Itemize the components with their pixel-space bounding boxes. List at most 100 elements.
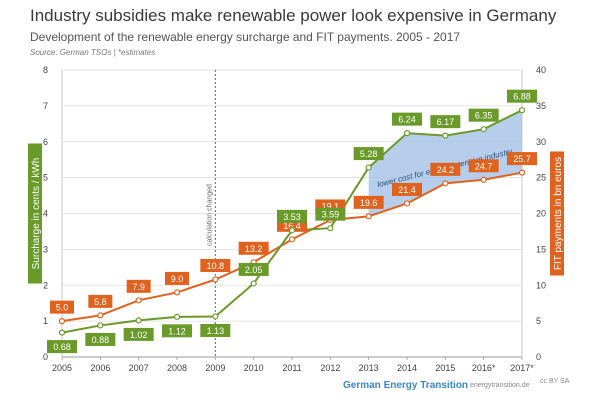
- surcharge-data-label: 6.35: [475, 111, 493, 121]
- surcharge-point: [173, 313, 181, 320]
- x-tick-label: 2016*: [472, 363, 496, 373]
- surcharge-data-label: 1.12: [168, 326, 186, 336]
- fit-point: [403, 200, 411, 207]
- surcharge-point: [403, 130, 411, 137]
- x-tick-label: 2011: [282, 363, 301, 373]
- fit-point: [173, 289, 181, 296]
- y-left-tick-label: 3: [43, 244, 48, 254]
- fit-data-label: 5.0: [56, 303, 69, 313]
- brand-label: German Energy Transition: [343, 380, 469, 391]
- x-tick-label: 2015: [435, 363, 455, 373]
- fit-data-label: 24.7: [475, 161, 493, 171]
- surcharge-data-label-box: [430, 115, 461, 129]
- fit-data-label-box: [200, 259, 231, 273]
- fit-data-label-box: [165, 271, 189, 285]
- x-tick-label: 2007: [129, 363, 149, 373]
- y-left-title-text: Surcharge in cents / kWh: [31, 158, 42, 270]
- license-badge: cc BY SA: [540, 378, 570, 385]
- fit-data-label: 7.9: [132, 282, 145, 292]
- surcharge-data-label: 3.53: [283, 212, 301, 222]
- surcharge-data-label: 3.59: [322, 210, 340, 220]
- y-left-axis-title: Surcharge in cents / kWh: [28, 143, 42, 284]
- fit-data-label: 19.6: [360, 198, 378, 208]
- fit-data-label-box: [50, 300, 74, 314]
- y-left-tick-label: 7: [43, 101, 48, 111]
- fit-point: [480, 176, 487, 183]
- y-right-tick-label: 40: [536, 65, 546, 75]
- fit-data-label-box: [507, 152, 537, 166]
- fit-payments-line: [61, 171, 523, 323]
- fit-point: [288, 236, 296, 243]
- surcharge-data-label-box: [353, 147, 384, 161]
- surcharge-data-label: 0.68: [53, 342, 71, 352]
- surcharge-point: [288, 227, 296, 234]
- surcharge-data-label-box: [315, 207, 346, 221]
- x-tick-label: 2013: [359, 363, 379, 373]
- surcharge-data-label: 1.02: [130, 330, 148, 340]
- surcharge-data-label-box: [468, 108, 499, 122]
- x-tick-label: 2014: [397, 363, 417, 373]
- y-right-tick-label: 5: [536, 316, 541, 326]
- y-right-tick-label: 10: [536, 280, 546, 290]
- x-tick-label: 2009: [205, 363, 225, 373]
- y-left-tick-label: 4: [43, 209, 48, 219]
- surcharge-data-label-box: [200, 323, 231, 337]
- chart-title: Industry subsidies make renewable power …: [30, 6, 557, 25]
- surcharge-point: [442, 132, 449, 139]
- y-right-title-text: FIT payments in bn euros: [553, 157, 564, 270]
- y-left-tick-label: 0: [43, 352, 48, 362]
- y-right-axis-title: FIT payments in bn euros: [550, 151, 564, 276]
- chart-subtitle: Development of the renewable energy surc…: [30, 30, 461, 44]
- surcharge-data-label-box: [392, 112, 422, 126]
- y-right-tick-label: 15: [536, 244, 546, 254]
- surcharge-data-label-box: [162, 324, 192, 338]
- y-left-tick-label: 8: [43, 65, 48, 75]
- surcharge-data-label: 2.05: [245, 265, 263, 275]
- surcharge-point: [135, 317, 142, 324]
- x-tick-label: 2017*: [510, 363, 534, 373]
- y-right-tick-label: 30: [536, 137, 546, 147]
- fit-data-label: 19.1: [322, 201, 340, 211]
- fit-data-label-box: [353, 195, 384, 209]
- x-tick-label: 2010: [244, 363, 264, 373]
- surcharge-data-label: 1.13: [207, 326, 225, 336]
- fit-data-label: 5.8: [94, 297, 107, 307]
- surcharge-data-label-box: [507, 89, 537, 103]
- surcharge-data-label: 0.88: [92, 335, 110, 345]
- surcharge-data-label: 5.28: [360, 149, 378, 159]
- fit-data-label: 24.2: [437, 165, 455, 175]
- y-left-tick-label: 2: [43, 280, 48, 290]
- x-tick-label: 2006: [90, 363, 110, 373]
- fit-data-label-box: [238, 241, 269, 255]
- surcharge-data-label-box: [123, 327, 154, 341]
- fit-data-label-box: [430, 162, 461, 176]
- x-tick-label: 2005: [52, 363, 72, 373]
- fit-data-label: 13.2: [245, 244, 263, 254]
- fit-point: [518, 169, 526, 176]
- y-right-tick-label: 0: [536, 352, 541, 362]
- surcharge-point: [250, 280, 257, 287]
- y-right-tick-label: 25: [536, 173, 546, 183]
- y-right-tick-label: 20: [536, 209, 546, 219]
- y-left-tick-label: 5: [43, 173, 48, 183]
- fit-data-label-box: [88, 294, 113, 308]
- site-label: energytransition.de: [470, 382, 530, 389]
- chart-source: Source: German TSOs | *estimates: [30, 48, 156, 57]
- fit-point: [365, 213, 372, 220]
- surcharge-data-label-box: [277, 209, 307, 223]
- surcharge-data-label-box: [238, 262, 269, 276]
- surcharge-data-label-box: [47, 340, 77, 354]
- fit-point: [135, 297, 142, 304]
- y-left-title-box: [28, 143, 42, 284]
- fit-data-label: 25.7: [513, 154, 531, 164]
- fit-data-label-box: [392, 182, 422, 196]
- x-tick-label: 2012: [320, 363, 340, 373]
- fit-point: [58, 318, 66, 325]
- fit-point: [97, 312, 104, 319]
- y-right-title-box: [550, 151, 564, 276]
- fit-point: [212, 276, 219, 283]
- surcharge-point: [365, 164, 372, 171]
- fit-data-label: 16.4: [283, 221, 301, 231]
